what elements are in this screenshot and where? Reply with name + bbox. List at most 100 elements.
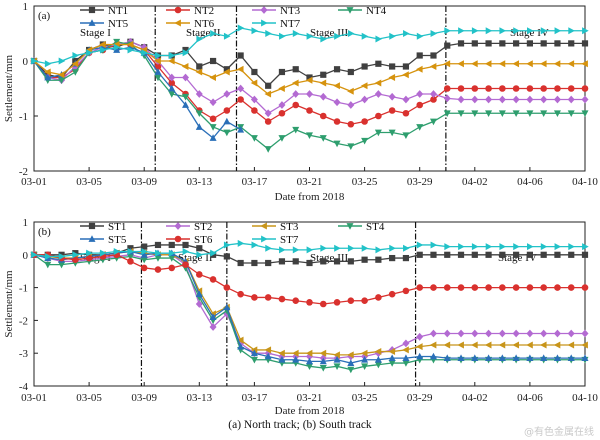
data-point (471, 284, 479, 291)
data-point (347, 297, 355, 305)
data-point (526, 251, 533, 258)
data-point (526, 329, 534, 338)
chart-panel-a: 1 0 -1 -203-01 03-05 03-09 03-13 03-17 03-21 03-2… (3, 1, 598, 203)
data-point (195, 110, 203, 117)
data-point (554, 40, 561, 47)
data-point (292, 246, 300, 254)
data-point (457, 110, 465, 117)
data-point (223, 253, 230, 260)
x-tick-label: 03-13 (186, 392, 212, 404)
legend-marker (261, 235, 268, 243)
data-point (526, 60, 533, 68)
data-point (416, 332, 424, 341)
data-point (250, 95, 258, 104)
data-point (319, 365, 327, 372)
data-point (540, 251, 547, 258)
legend-item-ST6: ST6 (166, 234, 213, 246)
data-point (402, 132, 410, 139)
data-point (306, 357, 313, 365)
legend: NT1 NT2 NT3 NT4 NT5 NT6 NT7 (80, 5, 387, 30)
data-point (278, 295, 286, 303)
data-point (154, 74, 162, 82)
data-point (553, 341, 561, 349)
data-point (195, 123, 203, 130)
data-point (168, 255, 176, 262)
data-point (209, 323, 217, 331)
data-point (44, 261, 52, 269)
data-point (210, 30, 217, 37)
data-point (388, 74, 396, 81)
data-point (540, 110, 548, 117)
data-point (99, 46, 107, 54)
data-point (264, 146, 272, 153)
data-point (429, 63, 437, 70)
data-point (264, 294, 272, 301)
x-tick-label: 03-05 (76, 176, 102, 188)
data-point (250, 349, 258, 357)
y-tick-label: 0 (23, 250, 29, 262)
legend-label: NT4 (366, 5, 387, 17)
data-point (540, 354, 548, 362)
data-point (154, 63, 162, 70)
legend-item-NT5: NT5 (80, 18, 129, 30)
data-point (44, 68, 51, 76)
data-point (554, 284, 561, 291)
data-point (402, 360, 410, 367)
data-point (237, 239, 245, 247)
data-point (58, 261, 66, 269)
data-point (457, 284, 465, 291)
data-point (375, 112, 382, 120)
data-point (567, 284, 575, 291)
data-point (292, 356, 300, 363)
data-point (485, 251, 492, 258)
data-point (113, 43, 121, 51)
data-point (581, 284, 589, 291)
data-point (320, 71, 327, 78)
data-point (485, 40, 492, 47)
data-point (567, 110, 575, 117)
data-point (99, 249, 107, 257)
legend-marker (174, 222, 182, 230)
data-point (181, 63, 189, 70)
data-point (526, 85, 534, 92)
legend-label: ST1 (108, 221, 126, 233)
data-point (567, 60, 575, 68)
data-point (334, 32, 341, 40)
data-point (210, 249, 217, 257)
data-point (471, 110, 479, 117)
data-point (209, 57, 217, 65)
data-point (402, 95, 410, 104)
data-point (319, 112, 327, 120)
data-point (389, 244, 396, 252)
data-point (416, 124, 424, 131)
legend-label: ST4 (366, 221, 385, 233)
data-point (416, 90, 424, 98)
data-point (513, 243, 520, 251)
data-point (168, 73, 176, 82)
data-point (333, 66, 341, 73)
data-point (443, 354, 451, 362)
data-point (526, 341, 533, 349)
data-point (347, 359, 355, 366)
data-point (278, 356, 286, 363)
data-point (251, 294, 258, 301)
data-point (444, 251, 451, 258)
data-point (388, 92, 396, 101)
legend-label: NT5 (108, 18, 129, 30)
x-tick-label: 03-09 (131, 392, 157, 404)
y-tick-label: -4 (19, 381, 29, 393)
data-point (182, 248, 190, 256)
data-point (155, 52, 162, 59)
data-point (140, 256, 148, 264)
data-point (250, 135, 258, 142)
data-point (567, 329, 575, 338)
data-point (223, 129, 231, 137)
data-point (539, 341, 547, 349)
data-point (237, 259, 244, 267)
data-point (430, 30, 438, 37)
data-point (581, 40, 589, 47)
data-point (375, 35, 383, 43)
data-point (457, 329, 465, 338)
x-tick-label: 04-10 (572, 392, 598, 404)
data-point (498, 95, 506, 104)
